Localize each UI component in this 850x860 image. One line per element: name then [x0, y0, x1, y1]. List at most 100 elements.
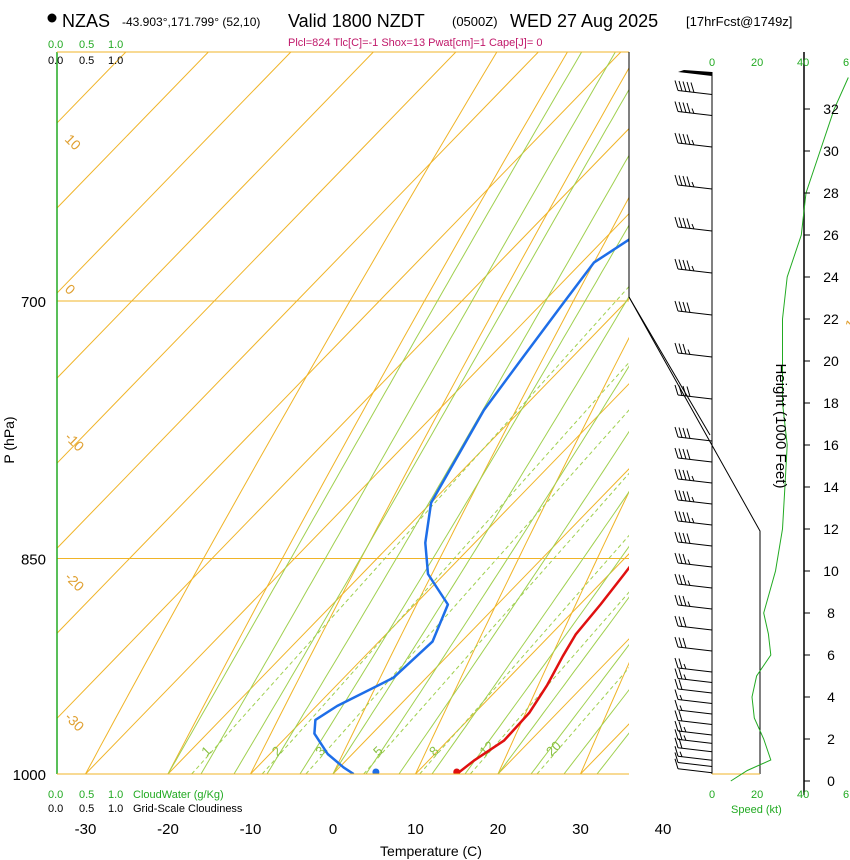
wind-barb-staff: [677, 762, 713, 767]
wind-barb-feather: [674, 710, 679, 721]
wind-barb-staff: [677, 709, 713, 715]
wind-barb-feather: [678, 385, 683, 396]
wind-barb: [674, 384, 713, 400]
wind-barb-staff: [677, 111, 713, 116]
wind-barb-feather: [682, 301, 687, 313]
height-tick-label: 4: [827, 689, 835, 705]
wind-barb-feather: [686, 218, 691, 229]
wind-barb-feather: [678, 574, 683, 585]
wind-barb-half-feather: [687, 559, 691, 565]
wind-barb: [674, 752, 713, 767]
wind-barb-feather: [678, 427, 683, 438]
wind-barb: [674, 552, 713, 568]
wind-barb-half-feather: [691, 108, 695, 114]
wind-barb: [674, 668, 713, 683]
wind-barb-feather: [682, 175, 687, 187]
wind-barb-feather: [686, 260, 691, 271]
wind-barb: [674, 710, 713, 725]
isotherm-line: [57, 52, 292, 294]
height-tick-label: 12: [823, 521, 839, 537]
wind-barb-feather: [678, 101, 683, 113]
wind-barb-feather: [682, 102, 687, 113]
wind-barb-feather: [690, 82, 695, 93]
wind-barb-feather: [674, 615, 679, 627]
moist-adiabat-line: [596, 732, 629, 774]
wind-barb: [674, 699, 713, 715]
wind-barb-feather: [674, 758, 679, 769]
isotherm-line: [57, 52, 622, 634]
wind-barb-feather: [682, 469, 687, 481]
temperature-tick-label: -10: [240, 821, 262, 838]
height-tick-label: 8: [827, 605, 835, 621]
wind-barb: [674, 615, 713, 631]
wind-barb-half-feather: [679, 694, 683, 701]
wind-barb-feather: [682, 553, 687, 565]
wind-barb-half-feather: [691, 139, 695, 146]
wind-barb-feather: [678, 658, 683, 669]
wind-barb: [674, 531, 713, 547]
wind-barb-feather: [686, 491, 691, 502]
wind-barb-feather: [678, 448, 683, 459]
wind-barb-staff: [677, 90, 713, 95]
wind-barb-half-feather: [691, 181, 695, 188]
wind-barb-half-feather: [683, 663, 687, 670]
wind-barb: [674, 510, 713, 526]
wind-barb-feather: [678, 637, 683, 648]
wind-barb-staff: [677, 738, 713, 744]
temperature-tick-label: -20: [157, 821, 179, 838]
wind-barb-staff: [677, 562, 713, 568]
wind-barb-half-feather: [691, 496, 695, 503]
wind-barb-half-feather: [679, 751, 683, 757]
moist-adiabat-line: [233, 88, 629, 774]
wind-barb-feather: [682, 259, 687, 271]
cloudwater-tick-bottom-1: 0.5: [79, 789, 94, 801]
height-tick-label: 2: [827, 731, 835, 747]
mixing-ratio-line: [191, 285, 629, 774]
moist-adiabat-line: [530, 643, 629, 774]
isotherm-line: [167, 298, 629, 774]
height-tick-label: 26: [823, 227, 839, 243]
wind-barb-half-feather: [683, 726, 687, 733]
isotherm-line: [57, 52, 375, 379]
wind-barb-feather: [674, 746, 679, 757]
surface-dewpoint-marker: [372, 768, 380, 774]
isotherm-line: [250, 383, 629, 774]
thermo-grid: 1 2 3 5 8 12 20: [57, 0, 850, 839]
wind-barb-staff: [677, 747, 713, 753]
wind-barb-feather: [686, 449, 691, 460]
wind-barb-feather: [674, 636, 679, 648]
wind-barb-half-feather: [687, 349, 691, 355]
cloudiness-tick-top-0: 0.0: [48, 55, 63, 67]
forecast-date: WED 27 Aug 2025: [510, 11, 658, 31]
speed-tick-top-2: 40: [797, 57, 809, 69]
wind-barb-feather: [686, 302, 691, 313]
dry-adiabat-line: [637, 0, 850, 839]
wind-barb-feather: [686, 512, 691, 523]
moist-adiabat-line: [266, 154, 629, 774]
wind-barb-half-feather: [691, 517, 695, 524]
temperature-tick-label: 30: [572, 821, 589, 838]
wind-barb-half-feather: [691, 223, 695, 230]
cloudiness-tick-bottom-0: 0.0: [48, 803, 63, 815]
isotherm-line: [57, 52, 540, 549]
height-tick-label: 32: [823, 101, 839, 117]
cloudwater-tick-top-2: 1.0: [108, 39, 123, 51]
wind-barb-feather: [682, 511, 687, 523]
height-tick-label: 10: [823, 563, 839, 579]
height-tick-label: 24: [823, 269, 839, 285]
cloudiness-tick-top-2: 1.0: [108, 55, 123, 67]
wind-barb: [674, 489, 713, 505]
moist-adiabat-line: [299, 224, 629, 774]
dry-adiabat-line: [167, 52, 569, 774]
wind-barb: [674, 657, 713, 673]
wind-barb-feather: [674, 668, 679, 679]
wind-barb-feather: [678, 217, 683, 228]
moist-adiabat-line: [630, 0, 850, 774]
cloudiness-tick-bottom-2: 1.0: [108, 803, 123, 815]
wind-speed-trace: [730, 77, 849, 782]
wind-barb-feather: [674, 426, 679, 438]
mixing-ratio-line: [469, 591, 629, 774]
wind-barb-feather: [678, 532, 683, 543]
wind-barb-half-feather: [679, 705, 683, 711]
